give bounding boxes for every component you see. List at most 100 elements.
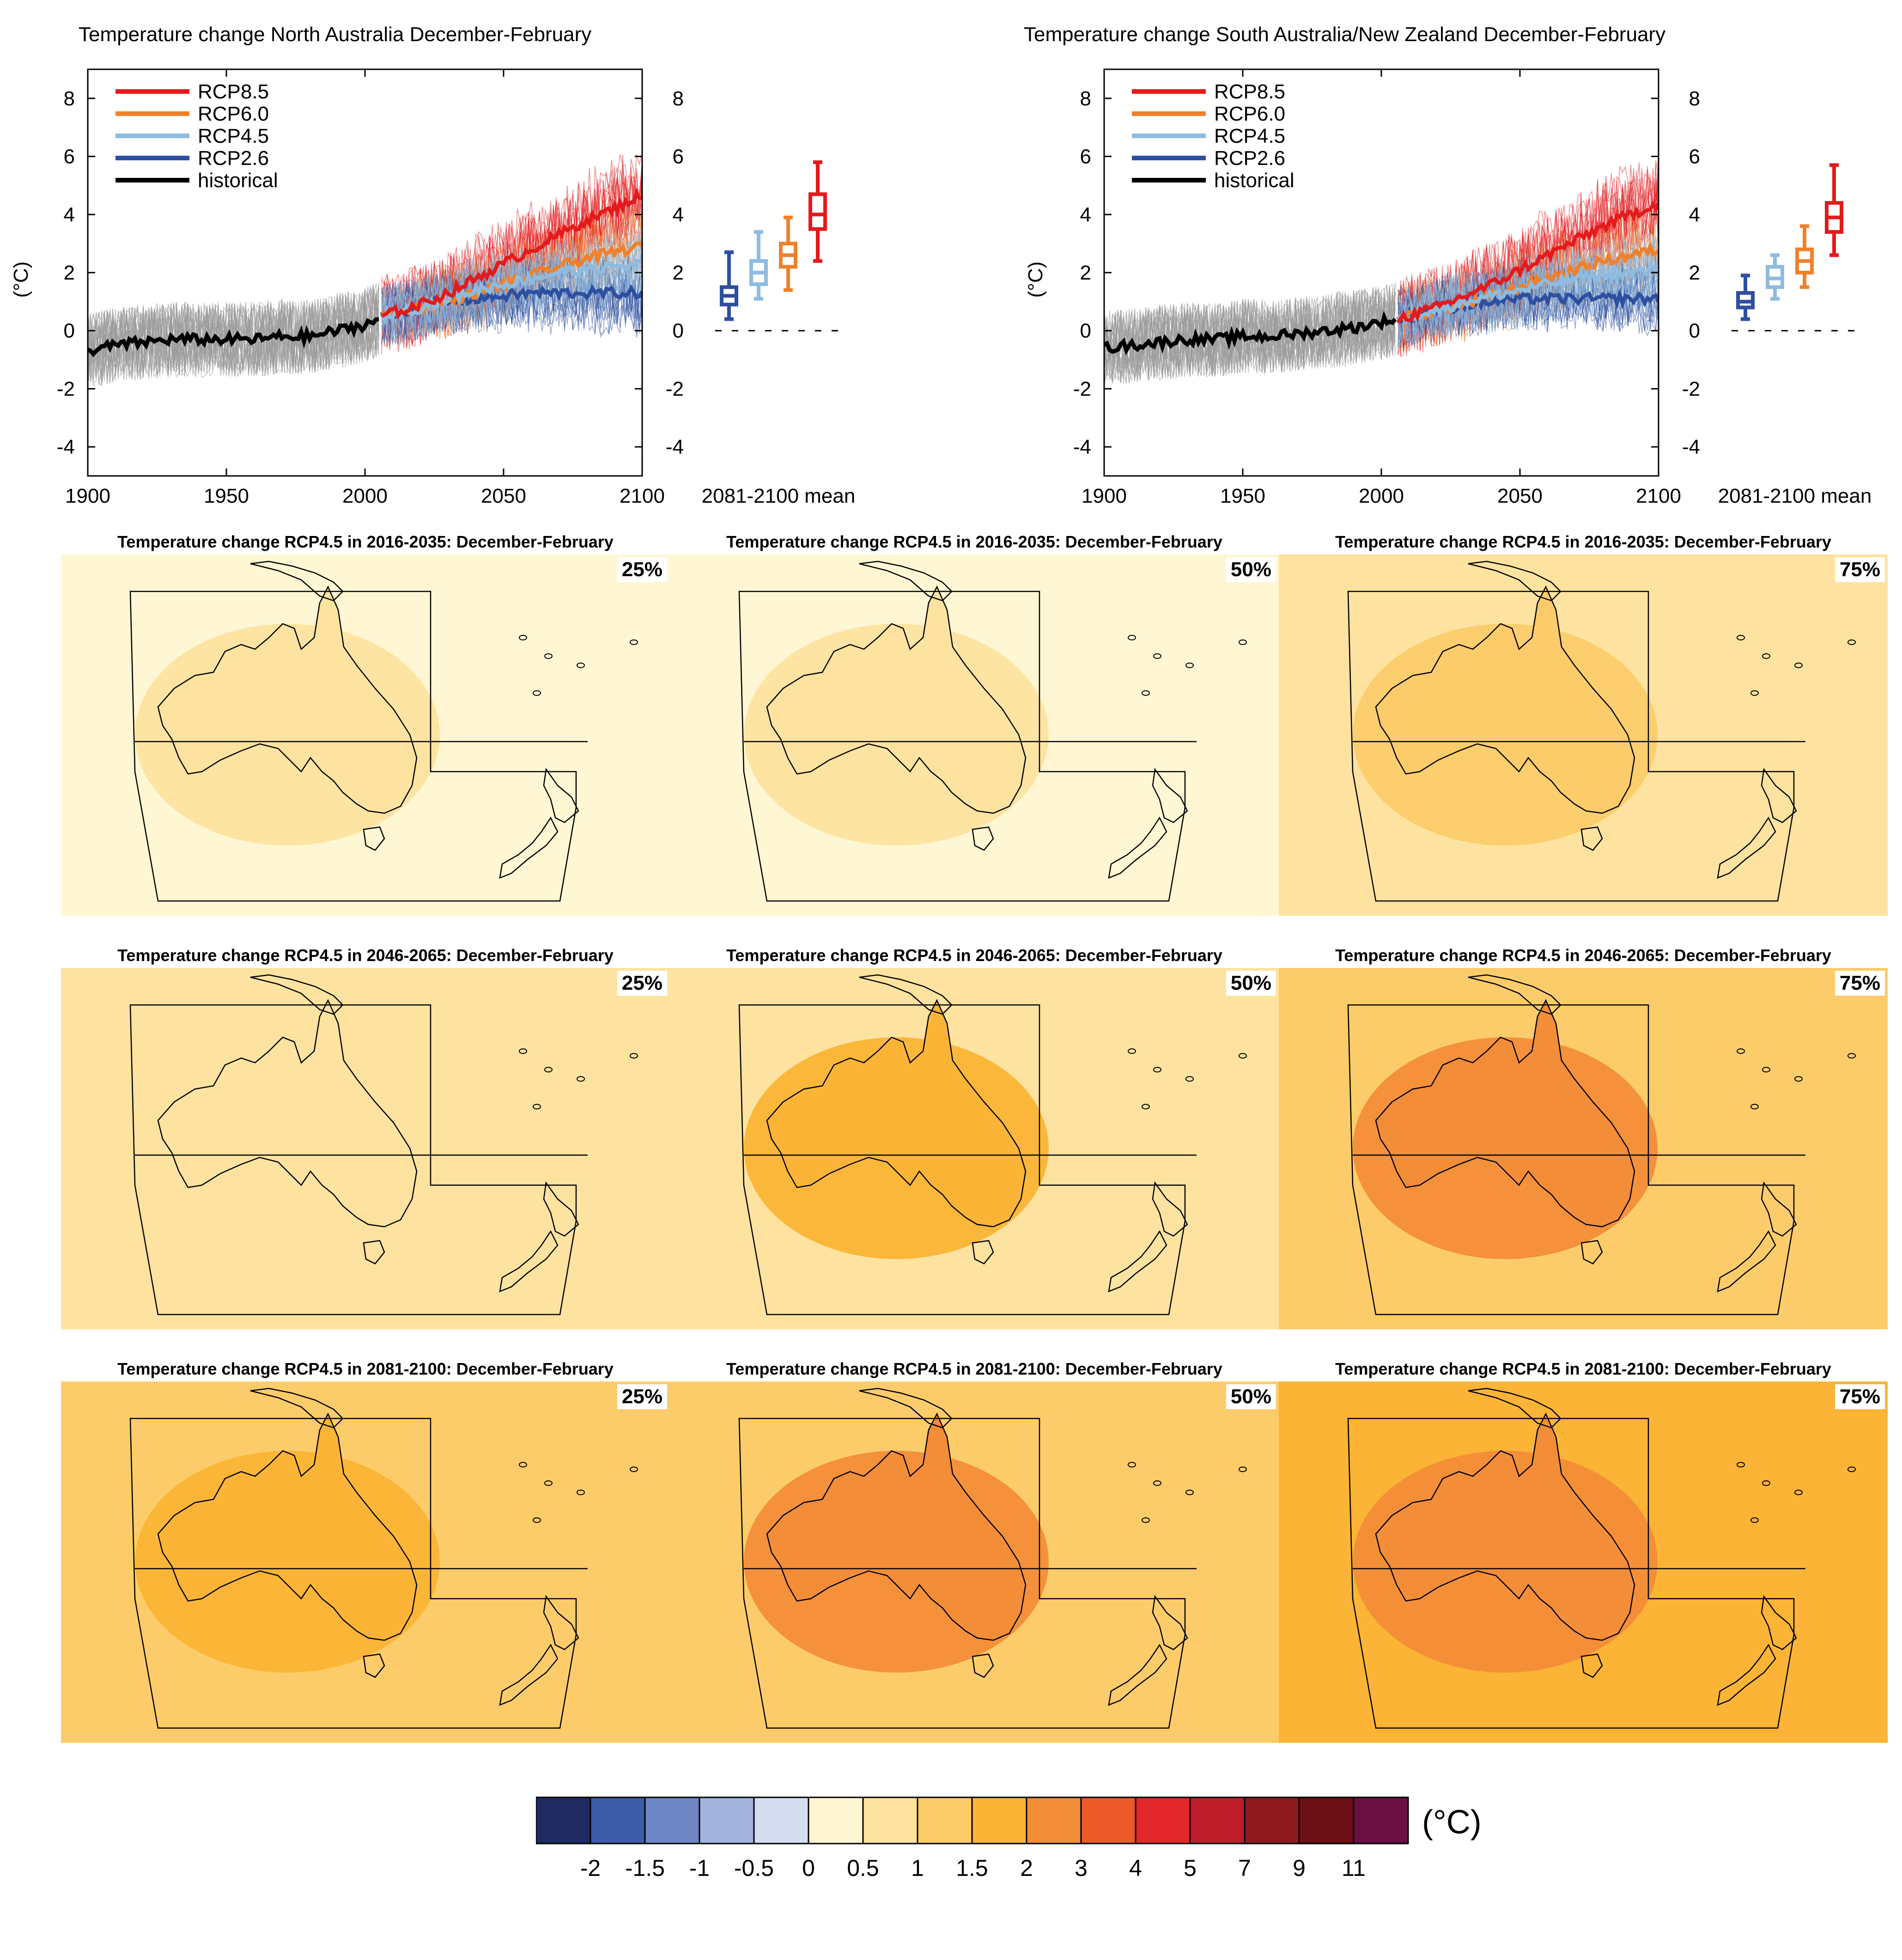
y-tick-label-right: 8 bbox=[1689, 87, 1700, 110]
colorbar-tick-label: -1.5 bbox=[625, 1855, 665, 1881]
map-title: Temperature change RCP4.5 in 2046-2065: … bbox=[726, 946, 1222, 965]
y-tick-label-right: 4 bbox=[673, 203, 684, 226]
ensemble-member-historical bbox=[88, 297, 379, 378]
region-outline bbox=[129, 1004, 577, 1315]
island bbox=[630, 639, 638, 645]
island bbox=[577, 1076, 585, 1082]
boxplot-axis-label: 2081-2100 mean bbox=[702, 485, 856, 507]
boxplot-rcp26 bbox=[1736, 274, 1755, 321]
coastline bbox=[766, 585, 1027, 814]
coastline bbox=[499, 1595, 579, 1706]
region-outline bbox=[738, 590, 1186, 902]
colorbar-swatch bbox=[536, 1796, 591, 1844]
island bbox=[1128, 1048, 1136, 1054]
coastline bbox=[766, 1412, 1027, 1641]
island bbox=[533, 1517, 541, 1523]
island bbox=[1142, 1104, 1150, 1109]
island bbox=[1185, 663, 1194, 668]
region-outline bbox=[738, 1004, 1186, 1315]
map-panel: 75% bbox=[1279, 554, 1888, 916]
timeseries-chart: 1900 1950 2000 2050 2100 -4 -4 -2 -2 0 0 2 2 4 4 6 6 8 8 (°… bbox=[1024, 68, 1872, 507]
y-tick-label-right: 8 bbox=[673, 87, 684, 110]
island bbox=[1750, 1517, 1759, 1523]
x-tick-label: 1900 bbox=[1082, 485, 1127, 507]
coastline bbox=[1717, 1181, 1797, 1292]
coastline bbox=[363, 1653, 385, 1678]
map-svg bbox=[61, 968, 670, 1329]
colorbar-swatch bbox=[917, 1796, 973, 1844]
boxplot-rcp45 bbox=[749, 230, 768, 301]
colorbar-unit: (°C) bbox=[1422, 1804, 1482, 1841]
x-tick-label: 2100 bbox=[620, 485, 665, 507]
map-svg bbox=[61, 554, 670, 916]
map-svg bbox=[1279, 1382, 1888, 1743]
legend-label: RCP4.5 bbox=[198, 125, 269, 147]
y-tick-label: 0 bbox=[64, 320, 75, 342]
colorbar-tick-label: 9 bbox=[1293, 1855, 1306, 1881]
x-tick-label: 2000 bbox=[1359, 485, 1404, 507]
island bbox=[544, 1480, 553, 1486]
island bbox=[1847, 639, 1856, 645]
y-tick-label: 6 bbox=[1080, 146, 1091, 168]
legend-label: RCP6.0 bbox=[198, 103, 269, 125]
island bbox=[519, 1462, 527, 1467]
series-mean-rcp45 bbox=[380, 259, 642, 326]
colorbar-tick-label: 2 bbox=[1020, 1855, 1033, 1881]
map-title: Temperature change RCP4.5 in 2016-2035: … bbox=[117, 532, 614, 551]
colorbar-tick-label: -1 bbox=[689, 1855, 710, 1881]
island bbox=[1762, 1067, 1770, 1072]
coastline bbox=[1375, 999, 1635, 1228]
y-tick-label: -4 bbox=[1073, 436, 1091, 458]
map-title: Temperature change RCP4.5 in 2081-2100: … bbox=[1335, 1359, 1831, 1378]
map-title: Temperature change RCP4.5 in 2081-2100: … bbox=[117, 1359, 614, 1378]
colorbar-swatch bbox=[808, 1796, 864, 1844]
island bbox=[1142, 690, 1150, 696]
colorbar-swatch bbox=[1189, 1796, 1246, 1844]
y-tick-label-right: -2 bbox=[666, 377, 684, 400]
land-anomaly-fill bbox=[767, 1000, 1026, 1227]
land-anomaly-fill bbox=[158, 1000, 417, 1227]
coastline bbox=[972, 826, 994, 851]
x-tick-label: 1900 bbox=[65, 485, 110, 507]
land-anomaly-fill bbox=[1376, 587, 1635, 813]
island bbox=[1750, 1104, 1759, 1109]
land-anomaly-fill bbox=[158, 1414, 417, 1640]
colorbar-swatch bbox=[1135, 1796, 1191, 1844]
coastline bbox=[1375, 1412, 1635, 1641]
series-layer bbox=[1104, 149, 1659, 386]
colorbar-tick-label: 1 bbox=[911, 1855, 924, 1881]
series-mean-historical bbox=[1104, 310, 1397, 356]
island bbox=[1128, 1462, 1136, 1467]
land-anomaly-fill bbox=[1376, 1000, 1635, 1227]
island bbox=[1185, 1076, 1194, 1082]
percentile-label: 50% bbox=[1226, 1384, 1276, 1409]
legend-label: RCP2.6 bbox=[1214, 147, 1285, 170]
y-tick-label-right: 6 bbox=[1689, 146, 1700, 168]
coastline bbox=[157, 585, 418, 814]
x-tick-label: 1950 bbox=[1220, 485, 1265, 507]
map-svg bbox=[670, 554, 1279, 916]
colorbar: -2 -1.5 -1 -0.5 0 0.5 1 1.5 2 3 4 5 7 9 11 (°C) bbox=[536, 1796, 1482, 1881]
colorbar-swatch bbox=[1298, 1796, 1355, 1844]
x-tick-label: 2050 bbox=[481, 485, 526, 507]
island bbox=[544, 1067, 553, 1072]
ensemble-member-historical bbox=[88, 288, 379, 375]
percentile-label: 75% bbox=[1835, 1384, 1885, 1409]
y-axis-label: (°C) bbox=[1024, 262, 1047, 298]
coastline bbox=[1580, 1653, 1603, 1678]
y-tick-label-right: 0 bbox=[673, 320, 684, 342]
y-tick-label: 4 bbox=[64, 203, 75, 226]
y-tick-label: 8 bbox=[1080, 87, 1091, 110]
colorbar-tick-label: -0.5 bbox=[734, 1855, 774, 1881]
colorbar-tick-label: 0.5 bbox=[847, 1855, 879, 1881]
ensemble-member-historical bbox=[1104, 284, 1396, 378]
y-tick-label: 0 bbox=[1080, 320, 1091, 342]
y-tick-label-right: 0 bbox=[1689, 320, 1700, 342]
island bbox=[1737, 635, 1745, 640]
percentile-label: 75% bbox=[1835, 971, 1885, 996]
island bbox=[1153, 653, 1161, 659]
plot-area bbox=[88, 152, 642, 387]
x-tick-label: 1950 bbox=[204, 485, 249, 507]
coastline bbox=[1580, 826, 1603, 851]
